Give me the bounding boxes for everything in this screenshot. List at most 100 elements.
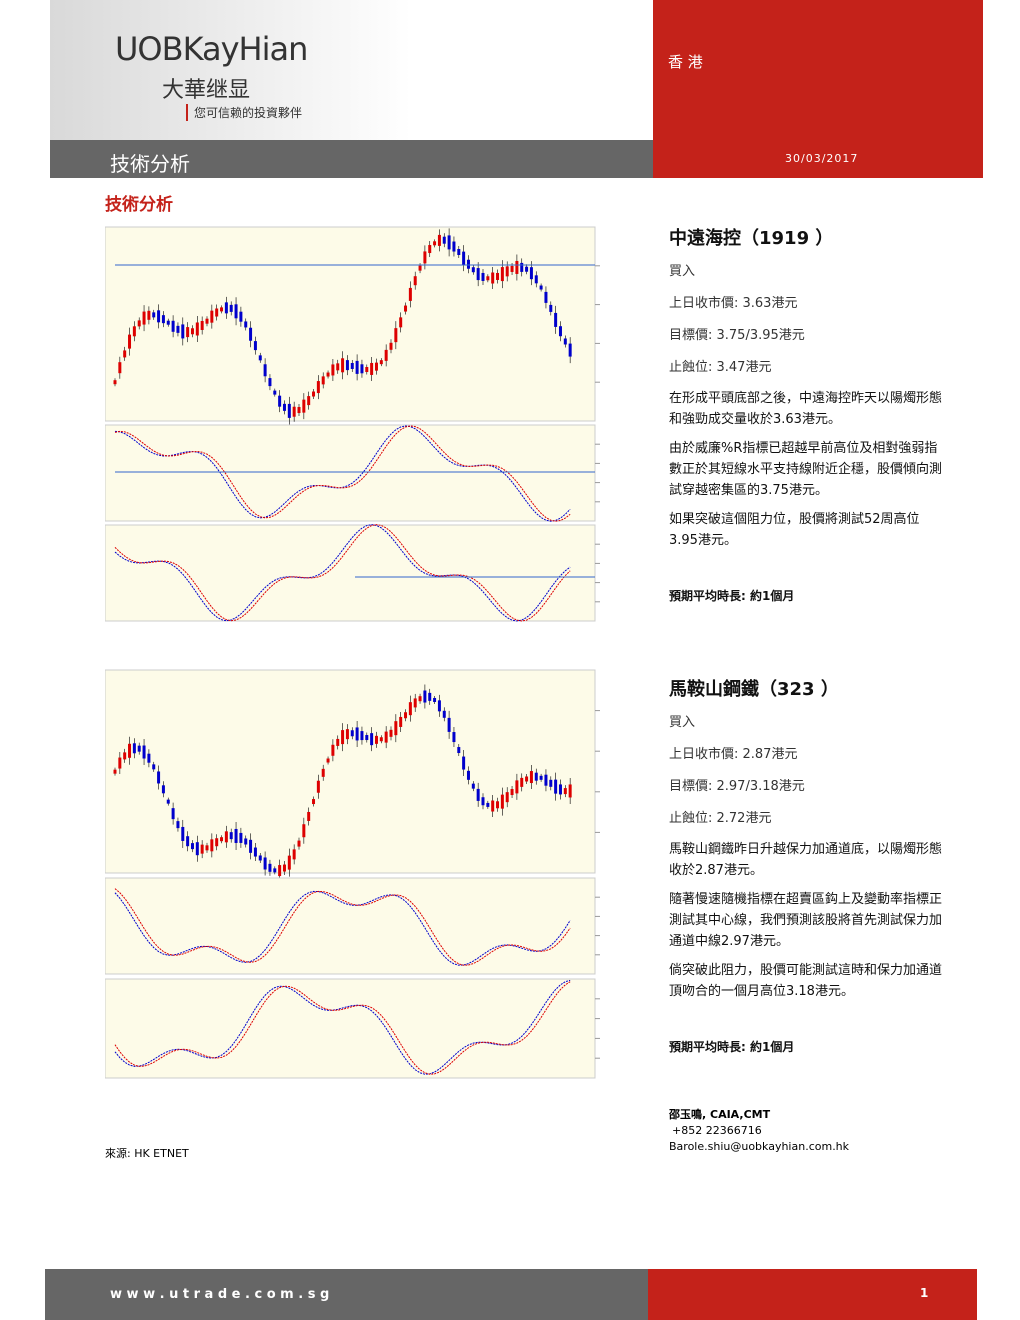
candle xyxy=(118,362,122,374)
candle xyxy=(282,864,286,872)
candle xyxy=(374,735,378,744)
candle xyxy=(539,285,543,290)
candle xyxy=(336,363,340,371)
candle xyxy=(563,338,567,345)
candle xyxy=(234,304,238,319)
candle xyxy=(200,320,204,330)
candle xyxy=(128,334,132,349)
stock-name: 中遠海控（1919 ） xyxy=(669,228,834,249)
panel-bg xyxy=(105,424,596,522)
candle xyxy=(239,832,243,843)
candle xyxy=(520,777,524,787)
candle xyxy=(142,311,146,325)
candle xyxy=(190,328,194,335)
indicator-line xyxy=(114,524,571,622)
candle xyxy=(147,310,151,320)
tagline: 您可信赖的投資夥伴 xyxy=(186,104,302,121)
indicator-line xyxy=(114,524,571,622)
candle xyxy=(365,367,369,373)
horizon: 預期平均時長: 約1個月 xyxy=(669,589,795,603)
candle xyxy=(176,821,180,829)
source: 來源: HK ETNET xyxy=(105,1147,189,1160)
chart-image xyxy=(105,669,600,1079)
candle xyxy=(544,291,548,303)
candle xyxy=(302,399,306,413)
candle xyxy=(505,266,509,277)
target: 目標價: 2.97/3.18港元 xyxy=(669,779,805,794)
candle xyxy=(442,710,446,718)
candle xyxy=(389,342,393,350)
indicator-line xyxy=(114,979,571,1075)
candle xyxy=(515,260,519,274)
candle xyxy=(520,262,524,272)
candle xyxy=(161,785,165,794)
stop-loss: 止蝕位: 3.47港元 xyxy=(669,360,772,375)
region: 香 港 xyxy=(668,53,703,71)
candle xyxy=(568,343,572,357)
candle xyxy=(408,702,412,716)
candle xyxy=(128,743,132,758)
contact-email: Barole.shiu@uobkayhian.com.hk xyxy=(669,1140,850,1153)
chart-image xyxy=(105,226,600,622)
candle xyxy=(181,826,185,841)
paragraph: 馬鞍山鋼鐵昨日升越保力加通道底，以陽燭形態收於2.87港元。 xyxy=(669,842,943,878)
candle xyxy=(534,772,538,781)
candle xyxy=(113,380,117,385)
candle xyxy=(292,849,296,860)
candle xyxy=(481,797,485,806)
candle xyxy=(186,327,190,338)
candle xyxy=(496,272,500,280)
candle xyxy=(273,868,277,873)
candle xyxy=(442,236,446,244)
candle xyxy=(200,844,204,854)
candle xyxy=(331,364,335,376)
candle xyxy=(220,837,224,842)
candle xyxy=(205,318,209,324)
rating: 買入 xyxy=(669,715,696,730)
panel-bg xyxy=(105,226,596,422)
candle xyxy=(253,341,257,351)
candle xyxy=(278,865,282,877)
candle xyxy=(500,794,504,809)
candle xyxy=(312,799,316,805)
candle xyxy=(413,276,417,286)
candle xyxy=(278,395,282,407)
candle xyxy=(336,738,340,746)
candle xyxy=(549,779,553,787)
stop-loss: 止蝕位: 2.72港元 xyxy=(669,811,772,826)
paragraph: 在形成平頭底部之後，中遠海控昨天以陽燭形態和強勁成交量收於3.63港元。 xyxy=(669,391,943,427)
footer-bar xyxy=(45,1269,648,1320)
candle xyxy=(563,788,567,795)
candle xyxy=(147,753,151,763)
candle xyxy=(379,737,383,742)
candle xyxy=(234,828,238,843)
candle xyxy=(558,784,562,795)
candle xyxy=(423,690,427,703)
candle xyxy=(210,839,214,852)
page-number: 1 xyxy=(920,1286,929,1300)
candle xyxy=(481,272,485,281)
candle xyxy=(374,362,378,371)
rating: 買入 xyxy=(669,264,696,279)
candle xyxy=(326,372,330,377)
indicator-line xyxy=(114,888,571,966)
candle xyxy=(263,364,267,377)
candle xyxy=(471,267,475,273)
paragraph: 由於威廉%R指標已超越早前高位及相對強弱指數正於其短線水平支持線附近企穩，股價傾… xyxy=(669,441,943,498)
footer-block xyxy=(648,1269,977,1320)
candle xyxy=(355,727,359,741)
candle xyxy=(447,235,451,250)
candle xyxy=(404,712,408,719)
candle xyxy=(195,322,199,336)
candle xyxy=(210,310,214,323)
candle xyxy=(423,251,427,264)
candle xyxy=(253,847,257,857)
candle xyxy=(287,403,291,418)
candle xyxy=(171,320,175,332)
candle xyxy=(370,733,374,746)
candle xyxy=(239,311,243,322)
contact-phone: +852 22366716 xyxy=(672,1124,762,1137)
candle xyxy=(244,321,248,328)
candle xyxy=(418,265,422,271)
indicator-line xyxy=(114,981,571,1075)
